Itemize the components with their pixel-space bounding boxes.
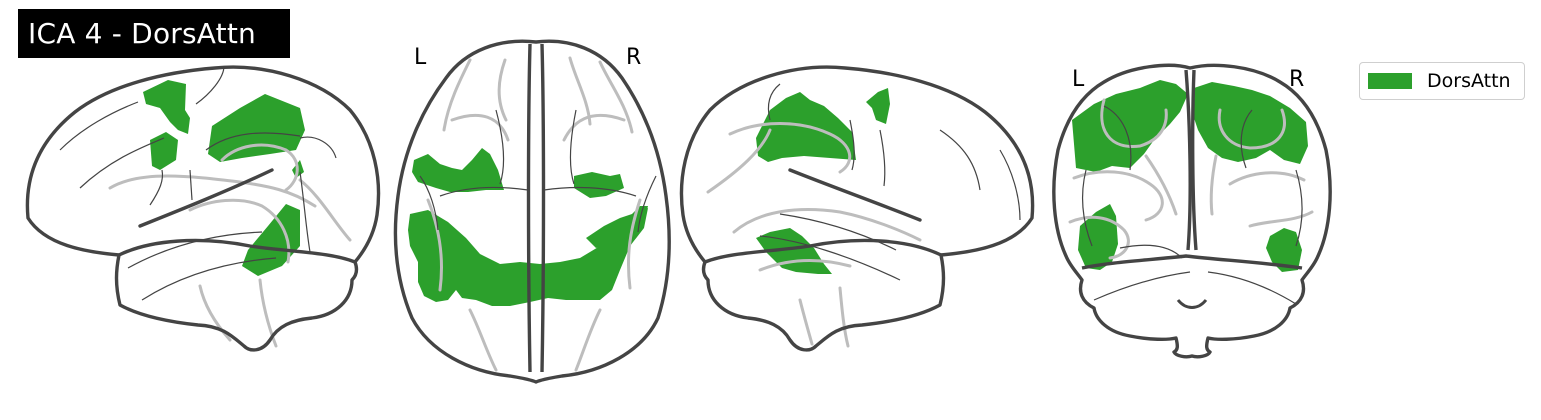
- axial-left-label: L: [414, 45, 427, 70]
- activation-axial-left-frontal: [412, 148, 504, 192]
- coronal-midline-left: [1184, 69, 1192, 251]
- activation-coronal-left-superior: [1072, 80, 1188, 172]
- activation-frontal-superior: [143, 80, 190, 134]
- right-sagittal-brain-outline: [679, 65, 1035, 352]
- right-sagittal-deep-structures: [706, 122, 922, 348]
- activation-axial-left-parietal: [408, 208, 648, 306]
- coronal-cerebellum-divider: [1176, 298, 1208, 309]
- legend-swatch: [1368, 73, 1412, 89]
- activation-coronal-right-inferior: [1266, 228, 1302, 272]
- activation-right-frontal-small: [866, 88, 890, 124]
- axial-activations: [408, 148, 648, 306]
- coronal-sulci: [1082, 105, 1303, 305]
- axial-deep-structures: [426, 56, 642, 372]
- legend-label: DorsAttn: [1427, 70, 1511, 92]
- coronal-activations: [1072, 80, 1308, 272]
- left-sagittal-activations: [143, 80, 305, 276]
- left-sagittal-brain-outline: [25, 65, 381, 352]
- right-sagittal-sylvian-fissure: [788, 168, 922, 222]
- coronal-brain-outline: [1052, 63, 1332, 359]
- coronal-right-label: R: [1289, 67, 1305, 92]
- activation-parietal: [208, 94, 305, 162]
- axial-sulci: [419, 109, 657, 233]
- axial-midline-2: [540, 43, 546, 373]
- axial-right-label: R: [626, 45, 642, 70]
- axial-brain-outline: [393, 39, 671, 384]
- axial-midline: [526, 43, 532, 373]
- figure-title: ICA 4 - DorsAttn: [28, 17, 256, 50]
- figure-title-box: ICA 4 - DorsAttn: [18, 9, 290, 58]
- coronal-cerebrum-base: [1081, 254, 1303, 270]
- left-sagittal-deep-structures: [108, 143, 352, 348]
- activation-coronal-right-superior: [1192, 82, 1308, 164]
- coronal-left-label: L: [1072, 67, 1085, 92]
- activation-axial-right-frontal: [574, 172, 624, 198]
- right-sagittal-cerebellum-line: [704, 238, 942, 264]
- coronal-deep-structures: [1068, 98, 1314, 260]
- legend: DorsAttn: [1359, 62, 1525, 100]
- coronal-midline-right: [1190, 69, 1198, 251]
- left-sagittal-sulci: [59, 65, 337, 301]
- left-sagittal-cerebellum-line: [118, 238, 356, 264]
- right-sagittal-sulci: [759, 83, 1021, 281]
- activation-right-temporal: [756, 228, 832, 274]
- activation-temporal: [242, 204, 300, 276]
- activation-axial-right-parietal-upper: [586, 206, 648, 248]
- left-sagittal-sylvian-fissure: [138, 168, 274, 228]
